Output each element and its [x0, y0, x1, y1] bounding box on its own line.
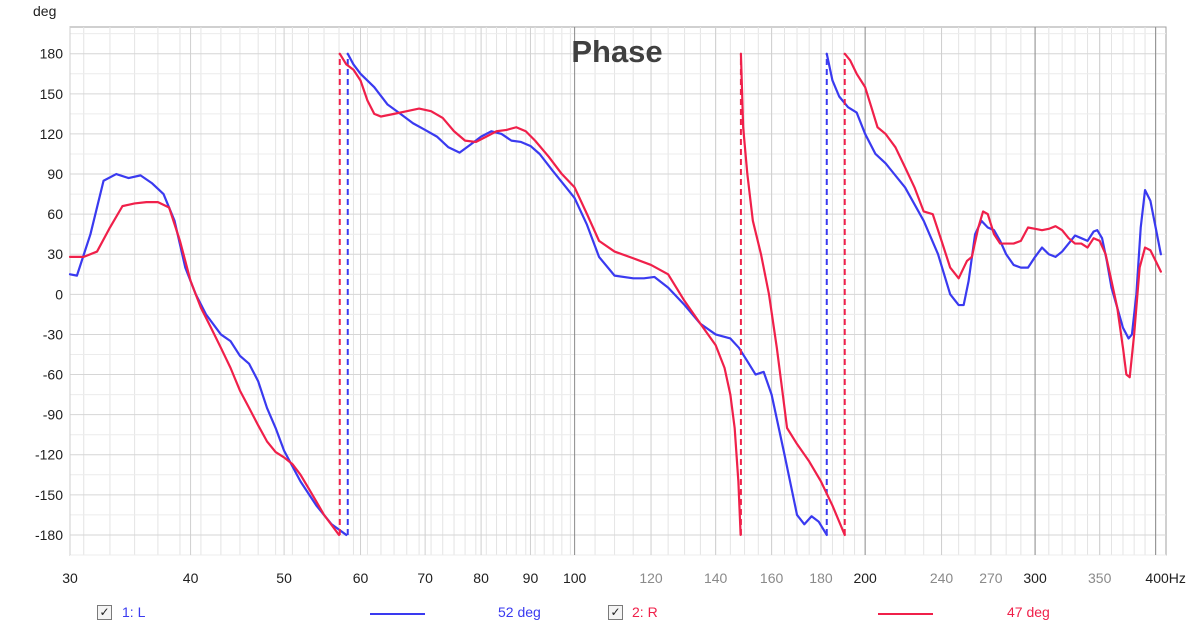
x-tick-label: 120	[639, 570, 663, 586]
y-axis-label: deg	[33, 3, 56, 19]
y-tick-label: -120	[35, 447, 63, 463]
legend-label-r: 2: R	[632, 604, 658, 620]
x-tick-label: 50	[276, 570, 292, 586]
series-line	[68, 201, 341, 537]
x-tick-label: 40	[183, 570, 199, 586]
x-tick-label: 100	[563, 570, 587, 586]
x-tick-label: 180	[809, 570, 833, 586]
y-tick-label: -60	[43, 367, 63, 383]
y-tick-label: 180	[40, 46, 64, 62]
series-l	[68, 52, 1162, 537]
y-tick-label: -180	[35, 527, 63, 543]
y-tick-label: -150	[35, 487, 63, 503]
y-tick-label: 150	[40, 86, 64, 102]
legend-swatch-l	[370, 613, 425, 615]
legend-value-r: 47 deg	[1007, 604, 1050, 620]
legend-swatch-r	[878, 613, 933, 615]
x-tick-label: 60	[353, 570, 369, 586]
series-line	[346, 52, 828, 537]
y-tick-label: 60	[47, 206, 63, 222]
y-tick-label: 90	[47, 166, 63, 182]
y-tick-label: -30	[43, 326, 63, 342]
x-tick-label: 200	[853, 570, 877, 586]
x-axis: 30 40 50 60 70 80 90 100 120 140 160 180 200 240 270 30…	[62, 570, 1186, 586]
legend-item-r: ✓ 2: R 47 deg	[600, 604, 1200, 624]
series-line	[825, 52, 1162, 340]
y-tick-label: 120	[40, 126, 64, 142]
y-tick-label: 0	[55, 286, 63, 302]
x-tick-label: 160	[760, 570, 784, 586]
series-line	[68, 172, 348, 537]
series-r	[68, 52, 1162, 537]
x-tick-label: 350	[1088, 570, 1112, 586]
series-line	[739, 52, 846, 537]
chart-title: Phase	[571, 34, 662, 69]
x-tick-label: 300	[1023, 570, 1047, 586]
series-layer	[68, 52, 1162, 537]
x-tick-label: 240	[930, 570, 954, 586]
legend-item-l: ✓ 1: L 52 deg	[0, 604, 600, 624]
x-tick-label: 70	[417, 570, 433, 586]
checkbox-l[interactable]: ✓	[97, 605, 112, 620]
x-tick-label: 140	[704, 570, 728, 586]
y-axis: 180 150 120 90 60 30 0 -30 -60 -90 -120 -150 -180	[35, 46, 63, 543]
y-tick-label: 30	[47, 246, 63, 262]
x-tick-label: 90	[523, 570, 539, 586]
x-tick-label: 400Hz	[1145, 570, 1185, 586]
plot-background	[69, 26, 1167, 556]
legend-label-l: 1: L	[122, 604, 146, 620]
series-line	[338, 52, 742, 537]
x-tick-label: 30	[62, 570, 78, 586]
x-tick-label: 270	[979, 570, 1003, 586]
x-tick-label: 80	[473, 570, 489, 586]
grid	[69, 27, 1166, 556]
checkbox-r[interactable]: ✓	[608, 605, 623, 620]
y-tick-label: -90	[43, 407, 63, 423]
series-line	[843, 52, 1162, 379]
legend-value-l: 52 deg	[498, 604, 541, 620]
